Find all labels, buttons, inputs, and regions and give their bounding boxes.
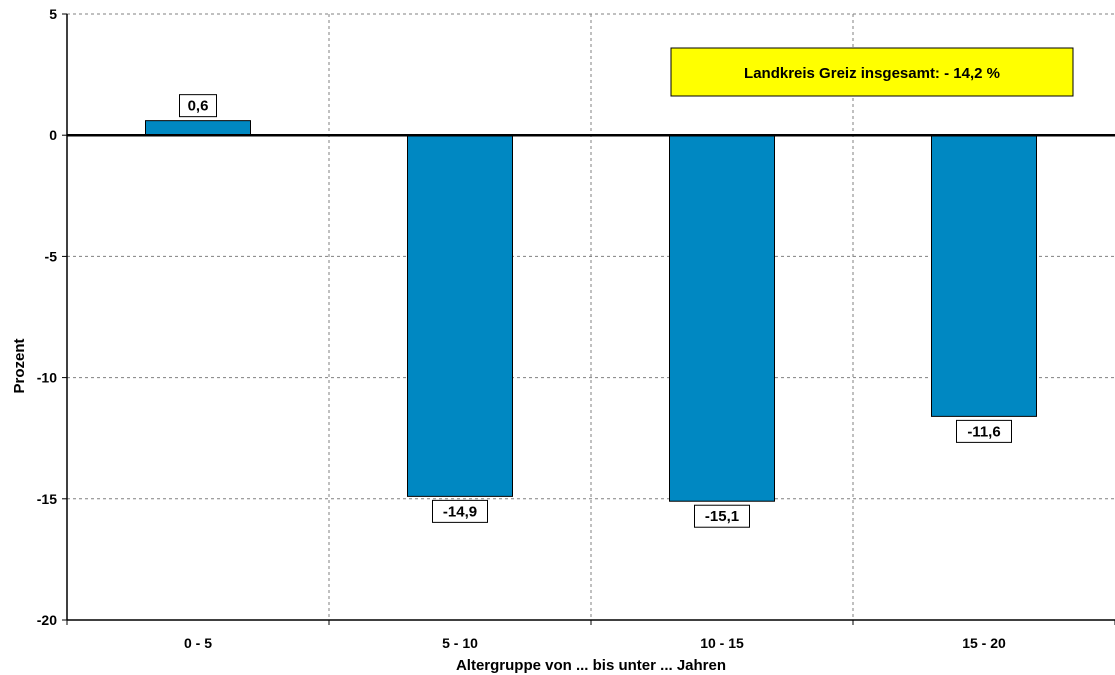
bar [145, 120, 251, 136]
data-label-box [956, 419, 1012, 443]
x-axis-title: Altergruppe von ... bis unter ... Jahren [456, 657, 726, 674]
data-label-text: -14,9 [443, 503, 477, 520]
y-tick-label: -10 [37, 370, 57, 386]
y-tick-label: 5 [49, 6, 57, 22]
data-label-box [179, 94, 217, 118]
labels-layer: 0,6 -14,9 -15,1 -11,6 [179, 94, 1012, 528]
x-tick-label: 0 - 5 [184, 635, 212, 651]
annotation-box: Landkreis Greiz insgesamt: - 14,2 % [670, 47, 1074, 97]
data-label: -11,6 [956, 419, 1012, 443]
y-tick-label: -15 [37, 491, 57, 507]
data-label-text: -15,1 [705, 508, 739, 525]
data-label: 0,6 [179, 94, 217, 118]
x-tick-label: 5 - 10 [442, 635, 478, 651]
data-label-text: 0,6 [188, 98, 209, 115]
data-label: -15,1 [694, 504, 750, 528]
y-tick-label: -5 [45, 248, 58, 264]
x-tick-label: 15 - 20 [962, 635, 1006, 651]
data-label-box [432, 499, 488, 523]
data-label: -14,9 [432, 499, 488, 523]
y-axis-title: Prozent [11, 338, 28, 393]
axes-layer: 0 - 5 5 - 10 10 - 15 15 - 20 5 0 -5 -10 -15 -20 [37, 6, 1115, 651]
annotation-text: Landkreis Greiz insgesamt: - 14,2 % [744, 65, 1000, 82]
data-label-box [694, 504, 750, 528]
data-label-text: -11,6 [967, 423, 1000, 440]
bars-layer [145, 120, 1037, 502]
y-tick-label: 0 [49, 127, 57, 143]
x-tick-label: 10 - 15 [700, 635, 744, 651]
bar [931, 134, 1037, 417]
bar [669, 134, 775, 502]
y-tick-label: -20 [37, 612, 57, 628]
annotation-background [670, 47, 1074, 97]
bar [407, 134, 513, 497]
